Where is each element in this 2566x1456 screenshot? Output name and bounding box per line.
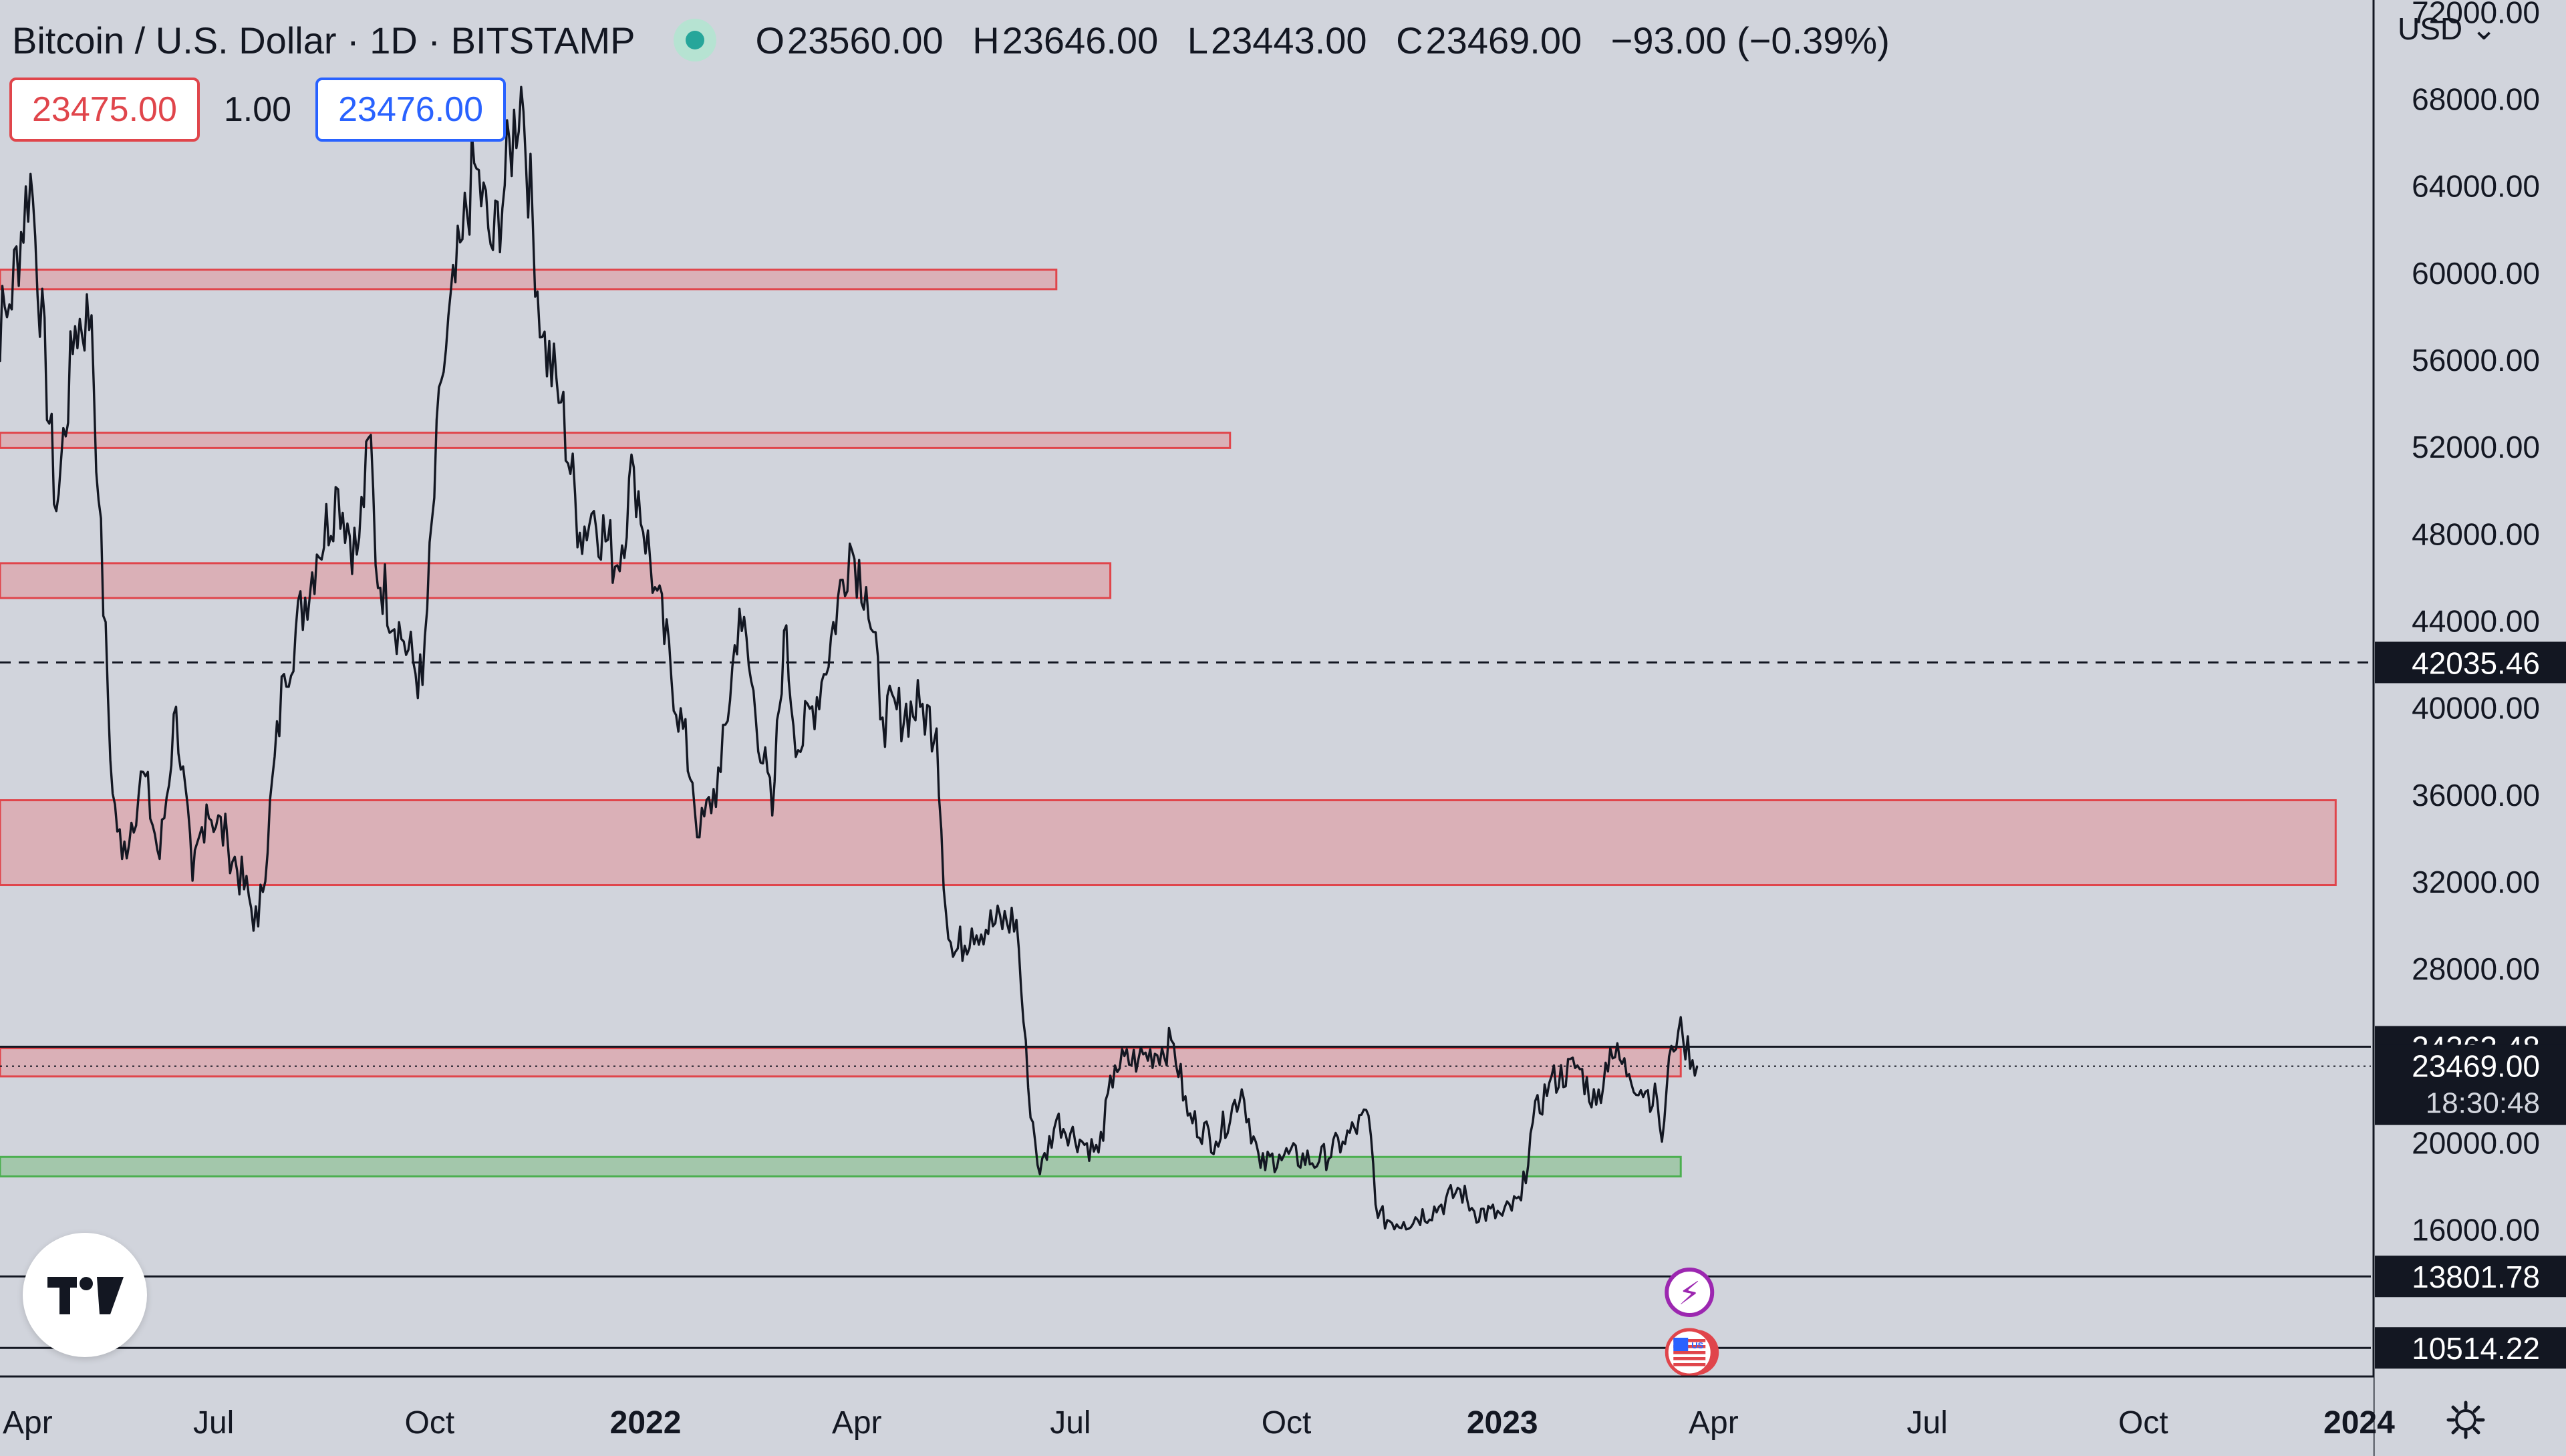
x-tick-label: Apr <box>832 1405 882 1441</box>
low-value: 23443.00 <box>1210 19 1367 61</box>
y-tick-label: 48000.00 <box>2412 517 2540 551</box>
y-tick-label: 72000.00 <box>2412 0 2540 29</box>
x-tick-label: Apr <box>1689 1405 1739 1441</box>
chevron-down-icon: ⌄ <box>2470 11 2497 46</box>
trade-bar: 23475.00 1.00 23476.00 <box>9 78 506 142</box>
price-series-line <box>0 86 1699 1231</box>
close-label: C <box>1396 19 1423 61</box>
y-tick-label: 44000.00 <box>2412 603 2540 638</box>
x-tick-label: 2024 <box>2323 1405 2395 1441</box>
x-tick-label: Oct <box>405 1405 455 1441</box>
resistance-zone-0[interactable] <box>0 269 1058 291</box>
resistance-zone-1[interactable] <box>0 432 1232 449</box>
close-value: 23469.00 <box>1425 19 1582 61</box>
y-tick-label: 56000.00 <box>2412 343 2540 378</box>
currency-selector[interactable]: USD ⌄ <box>2398 11 2497 47</box>
buy-button[interactable]: 23476.00 <box>315 78 506 142</box>
countdown-label: 18:30:48 <box>2426 1087 2540 1120</box>
y-tick-label: 32000.00 <box>2412 865 2540 899</box>
price-axis-panel <box>2374 0 2566 1456</box>
x-tick-label: Oct <box>1262 1405 1312 1441</box>
y-tick-label: 68000.00 <box>2412 82 2540 116</box>
y-tick-label: 16000.00 <box>2412 1213 2540 1248</box>
x-tick-label: 2022 <box>610 1405 682 1441</box>
ohlc-values: O23560.00 H23646.00 L23443.00 C23469.00 … <box>755 19 1908 62</box>
lightning-marker-label: ⚡ <box>1678 1276 1701 1312</box>
zones-layer <box>0 269 2337 1178</box>
last-price-tag-label: 23469.00 <box>2412 1049 2540 1084</box>
y-tick-label: 28000.00 <box>2412 952 2540 986</box>
x-tick-label: Apr <box>3 1405 53 1441</box>
tradingview-logo[interactable] <box>23 1233 147 1357</box>
gear-icon[interactable] <box>2446 1400 2486 1440</box>
high-value: 23646.00 <box>1002 19 1159 61</box>
price-lines-layer <box>0 661 2371 1349</box>
open-label: O <box>755 19 785 61</box>
price-line-tag-3-label: 10514.22 <box>2412 1331 2540 1366</box>
resistance-zone-3[interactable] <box>0 799 2337 887</box>
lightning-marker-icon[interactable]: ⚡ <box>1665 1268 1715 1317</box>
y-tick-label: 20000.00 <box>2412 1126 2540 1161</box>
resistance-zone-4[interactable] <box>0 1047 1682 1078</box>
support-zone-5[interactable] <box>0 1155 1682 1178</box>
x-tick-label: 2023 <box>1467 1405 1538 1441</box>
resistance-zone-2[interactable] <box>0 562 1112 599</box>
symbol-legend: Bitcoin / U.S. Dollar · 1D · BITSTAMP O2… <box>12 12 1908 68</box>
us-flag-marker-label: US <box>1691 1340 1703 1350</box>
sell-button[interactable]: 23475.00 <box>9 78 200 142</box>
symbol-title[interactable]: Bitcoin / U.S. Dollar · 1D · BITSTAMP <box>12 19 635 61</box>
x-tick-label: Jul <box>1050 1405 1091 1441</box>
high-label: H <box>972 19 1000 61</box>
price-line-tag-2-label: 13801.78 <box>2412 1260 2540 1294</box>
event-markers-layer: ⚡ US <box>1665 1268 1719 1377</box>
y-tick-label: 60000.00 <box>2412 256 2540 291</box>
change-value: −93.00 (−0.39%) <box>1610 19 1890 61</box>
x-tick-label: Jul <box>193 1405 234 1441</box>
price-series-layer <box>0 86 1699 1231</box>
y-tick-label: 40000.00 <box>2412 691 2540 726</box>
price-line-tag-3-box <box>2375 1327 2566 1369</box>
quantity-input[interactable]: 1.00 <box>223 90 292 129</box>
price-line-tag-2-box <box>2375 1256 2566 1298</box>
y-tick-label: 64000.00 <box>2412 169 2540 204</box>
x-tick-label: Oct <box>2118 1405 2168 1441</box>
open-value: 23560.00 <box>787 19 944 61</box>
currency-label: USD <box>2398 11 2463 46</box>
price-line-tag-0-box <box>2375 641 2566 684</box>
market-status-icon[interactable] <box>674 19 717 61</box>
us-flag-marker-icon[interactable]: US <box>1665 1328 1719 1377</box>
last-price-tag-box <box>2375 1044 2566 1125</box>
y-tick-label: 52000.00 <box>2412 430 2540 464</box>
tv-logo-icon <box>47 1277 124 1314</box>
y-tick-label: 36000.00 <box>2412 778 2540 813</box>
x-tick-label: Jul <box>1906 1405 1947 1441</box>
low-label: L <box>1187 19 1208 61</box>
price-line-tag-0-label: 42035.46 <box>2412 645 2540 680</box>
time-axis-panel <box>0 1376 2374 1456</box>
